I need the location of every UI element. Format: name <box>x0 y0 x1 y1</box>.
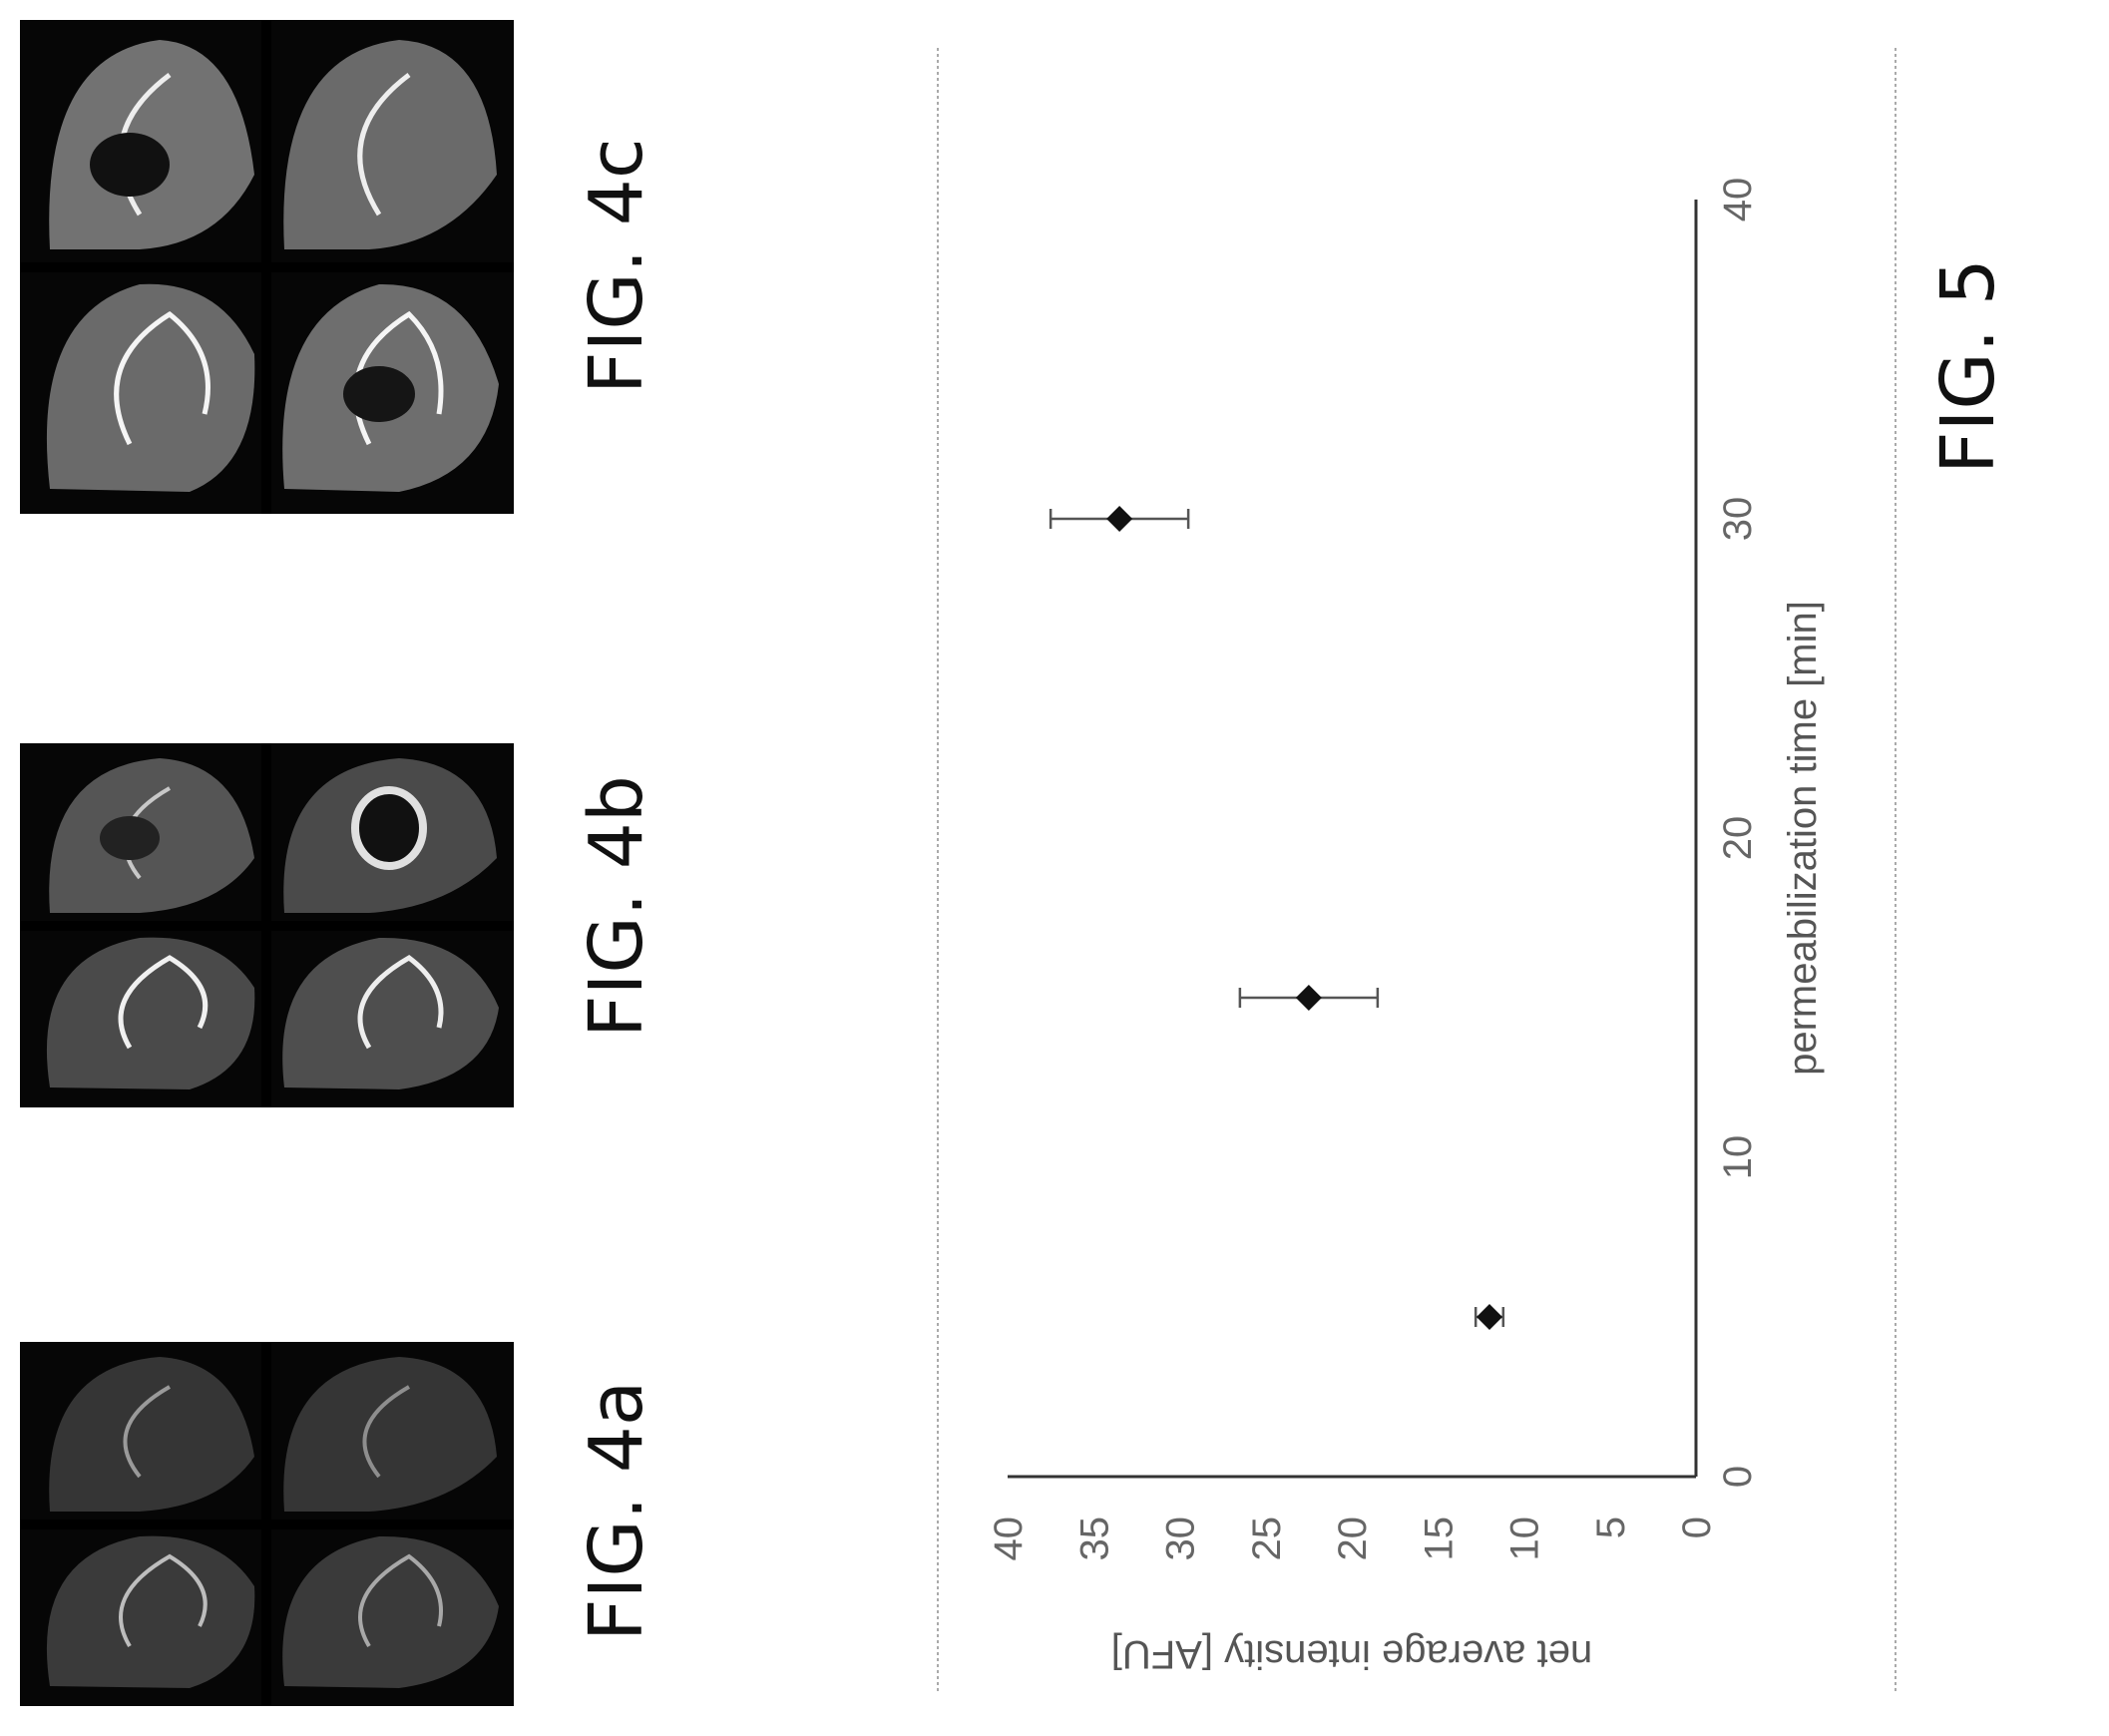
y-tick-label-8: 40 <box>987 1517 1031 1561</box>
x-tick-label-2: 20 <box>1716 816 1760 861</box>
y-tick-label-7: 35 <box>1072 1517 1116 1561</box>
x-tick-label-0: 0 <box>1716 1466 1760 1488</box>
x-tick-label-1: 10 <box>1716 1135 1760 1180</box>
data-point-2 <box>1106 506 1133 532</box>
y-axis-label: net average intensity [AFU] <box>1111 1632 1592 1676</box>
tissue-section-image <box>20 1342 514 1706</box>
chart-layer: 0 10 20 30 40 0 5 10 15 20 25 30 35 40 <box>987 178 1760 1561</box>
y-tick-label-2: 10 <box>1503 1517 1547 1561</box>
tissue-section-image <box>20 743 514 1107</box>
y-tick-label-0: 0 <box>1675 1517 1719 1538</box>
data-point-0 <box>1476 1304 1502 1330</box>
y-tick-label-1: 5 <box>1589 1517 1633 1538</box>
y-tick-label-3: 15 <box>1417 1517 1461 1561</box>
data-point-1 <box>1295 985 1322 1011</box>
x-tick-label-4: 40 <box>1716 178 1760 222</box>
micrograph-4c <box>20 20 514 514</box>
x-axis-label: permeabilization time [min] <box>1781 601 1825 1076</box>
y-tick-label-5: 25 <box>1245 1517 1289 1561</box>
micrograph-4b <box>20 743 514 1107</box>
y-tick-label-6: 30 <box>1159 1517 1203 1561</box>
tissue-section-image <box>20 20 514 514</box>
micrograph-4a <box>20 1342 514 1706</box>
y-tick-label-4: 20 <box>1331 1517 1375 1561</box>
x-tick-label-3: 30 <box>1716 497 1760 542</box>
figure-5-label: FIG. 5 <box>1925 258 2011 474</box>
